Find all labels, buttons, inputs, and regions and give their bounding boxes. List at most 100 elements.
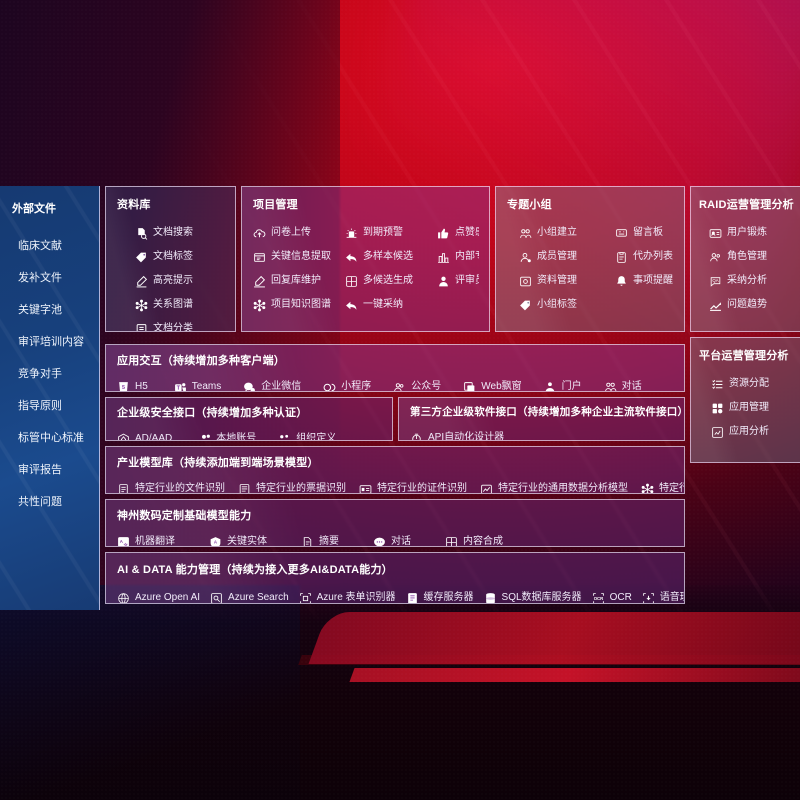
pm-item-reviewer-portrait[interactable]: 评审员画像 (437, 269, 479, 293)
security-item-organization[interactable]: 组织定义 (278, 427, 336, 441)
industry-item-knowledge-graph-model[interactable]: 特定行业的通用知识图谱模型 (641, 477, 684, 493)
shield-auth-icon (117, 433, 130, 440)
tg-item-todo-list[interactable]: 代办列表 (615, 245, 674, 269)
decor-bar-primary (308, 612, 800, 664)
resource-list-icon (711, 378, 724, 391)
dashboard-grid: 外部文件 临床文献 发补文件 关键字池 审评培训内容 竞争对手 指导原则 标管中… (0, 186, 800, 610)
pm-item-questionnaire-upload[interactable]: 问卷上传 (253, 221, 339, 245)
pm-item-key-info-extract[interactable]: 关键信息提取 (253, 245, 339, 269)
organization-icon (278, 433, 291, 441)
summary-doc-icon (301, 536, 314, 546)
html5-icon: 5 (117, 381, 130, 391)
pm-item-project-knowledge-graph[interactable]: 项目知识图谱 (253, 293, 339, 317)
panel-raid-analysis: RAID运营管理分析 用户锻炼 角色管理 QA 采纳分析 (690, 186, 800, 332)
pm-item-thanks-like[interactable]: 点赞感谢 (437, 221, 479, 245)
aidata-item-cache-server[interactable]: 缓存服务器 (406, 586, 474, 603)
pm-item-internal-expert-ranking[interactable]: 内部专家排名 (437, 245, 479, 269)
panel-ai-data-capability: AI & DATA 能力管理（持续为接入更多AI&DATA能力） Azure O… (105, 552, 685, 604)
platform-item-resource-allocation[interactable]: 资源分配 (711, 372, 790, 396)
tg-item-message-board[interactable]: 留言板 (615, 221, 674, 245)
file-recognize-icon (117, 483, 130, 493)
cloud-upload-icon (253, 227, 266, 240)
group-create-icon (519, 227, 532, 240)
kb-item-highlight-hint[interactable]: 高亮提示 (135, 269, 225, 293)
raid-item-role-manage[interactable]: 角色管理 (709, 245, 790, 269)
sidebar-item-review-report[interactable]: 审评报告 (18, 464, 62, 476)
pm-item-one-click-adopt[interactable]: 一键采纳 (345, 293, 431, 317)
sidebar-item-standards-center[interactable]: 标管中心标准 (18, 432, 84, 444)
third-party-title: 第三方企业级软件接口（持续增加多种企业主流软件接口） (410, 406, 685, 418)
security-item-local-account[interactable]: 本地账号 (198, 427, 256, 440)
security-item-ad-aad[interactable]: AD/AAD (117, 427, 172, 440)
project-management-title: 项目管理 (253, 199, 298, 211)
interaction-item-teams[interactable]: Teams (174, 375, 221, 391)
relation-graph-icon (135, 299, 148, 312)
security-title: 企业级安全接口（持续增加多种认证） (117, 407, 308, 419)
aidata-item-azure-openai[interactable]: Azure Open AI (117, 586, 200, 603)
kb-item-document-tag[interactable]: 文档标签 (135, 245, 225, 269)
svg-text:文: 文 (123, 541, 129, 547)
base-item-dialog[interactable]: 对话 (373, 530, 411, 546)
thumbs-up-icon (437, 227, 450, 240)
tag-icon (519, 299, 532, 312)
interaction-item-wecom[interactable]: 企业微信 (243, 375, 301, 391)
panel-industry-models: 产业模型库（持续添加端到端场景模型） 特定行业的文件识别 特定行业的票据识别 (105, 446, 685, 494)
dialog-group-icon (604, 381, 617, 392)
base-item-key-entity[interactable]: A 关键实体 (209, 530, 267, 546)
speech-understanding-icon (642, 592, 655, 603)
reply-arrow-icon (345, 299, 358, 312)
industry-item-invoice-recognition[interactable]: 特定行业的票据识别 (238, 477, 346, 493)
aidata-item-sql-database[interactable]: SQL数据库服务器 (484, 586, 582, 603)
interaction-item-miniprogram[interactable]: 小程序 (323, 375, 371, 391)
base-item-summary[interactable]: 摘要 (301, 530, 339, 546)
member-manage-icon (519, 251, 532, 264)
kb-item-relation-graph[interactable]: 关系图谱 (135, 293, 225, 317)
raid-item-issue-trend[interactable]: 问题趋势 (709, 293, 790, 317)
interaction-item-dialog[interactable]: 对话 (604, 375, 642, 392)
tg-item-group-tag[interactable]: 小组标签 (519, 293, 609, 317)
aidata-item-form-recognizer[interactable]: Azure 表单识别器 (299, 586, 396, 603)
pm-item-multi-sample-candidate[interactable]: 多样本候选 (345, 245, 431, 269)
third-party-item-api-designer[interactable]: API自动化设计器 (410, 426, 504, 440)
local-account-icon (198, 433, 211, 440)
sidebar-texture (0, 186, 99, 610)
platform-item-app-analysis[interactable]: 应用分析 (711, 420, 790, 444)
aidata-item-azure-search[interactable]: Azure Search (210, 586, 289, 603)
bell-icon (615, 275, 628, 288)
sidebar-item-keyword-pool[interactable]: 关键字池 (18, 304, 62, 316)
relation-graph-icon (641, 483, 654, 493)
aidata-item-ocr[interactable]: OCR OCR (592, 592, 632, 603)
raid-item-adoption-analysis[interactable]: QA 采纳分析 (709, 269, 790, 293)
qa-bubble-icon: QA (709, 275, 722, 288)
base-item-content-compose[interactable]: 内容合成 (445, 530, 503, 546)
sidebar-item-supplement-files[interactable]: 发补文件 (18, 272, 62, 284)
interaction-item-official-account[interactable]: 公众号 (393, 375, 441, 392)
platform-item-app-manage[interactable]: 应用管理 (711, 396, 790, 420)
interaction-item-portal[interactable]: 门户 (544, 375, 582, 391)
raid-item-user-cockpit[interactable]: 用户锻炼 (709, 221, 790, 245)
sidebar-item-competitors[interactable]: 竞争对手 (18, 368, 62, 380)
tg-item-group-create[interactable]: 小组建立 (519, 221, 609, 245)
kb-item-document-search[interactable]: 文档搜索 (135, 221, 225, 245)
pm-item-expiry-alert[interactable]: 到期预警 (345, 221, 431, 245)
sidebar-item-guidelines[interactable]: 指导原则 (18, 400, 62, 412)
pm-item-reply-library-maintain[interactable]: 回复库维护 (253, 269, 339, 293)
kb-item-document-category[interactable]: 文档分类 (135, 317, 225, 331)
official-account-icon (393, 381, 406, 392)
entity-icon: A (209, 536, 222, 546)
sidebar-item-clinical-literature[interactable]: 临床文献 (18, 240, 62, 252)
aidata-item-speech-understanding[interactable]: 语音理解 (642, 586, 684, 603)
app-manage-icon (711, 402, 724, 415)
interaction-item-h5[interactable]: 5 H5 (117, 375, 148, 391)
pm-item-multi-candidate-generate[interactable]: 多候选生成 (345, 269, 431, 293)
tg-item-member-manage[interactable]: 成员管理 (519, 245, 609, 269)
sidebar-item-common-issues[interactable]: 共性问题 (18, 496, 62, 508)
industry-item-id-recognition[interactable]: 特定行业的证件识别 (359, 477, 467, 493)
interaction-item-web-popup[interactable]: Web飘窗 (463, 375, 522, 391)
tg-item-archive-manage[interactable]: 资料管理 (519, 269, 609, 293)
industry-item-file-recognition[interactable]: 特定行业的文件识别 (117, 477, 225, 493)
tg-item-event-reminder[interactable]: 事项提醒 (615, 269, 674, 293)
sidebar-item-review-training[interactable]: 审评培训内容 (18, 336, 84, 348)
industry-item-data-analysis-model[interactable]: 特定行业的通用数据分析模型 (480, 477, 628, 493)
